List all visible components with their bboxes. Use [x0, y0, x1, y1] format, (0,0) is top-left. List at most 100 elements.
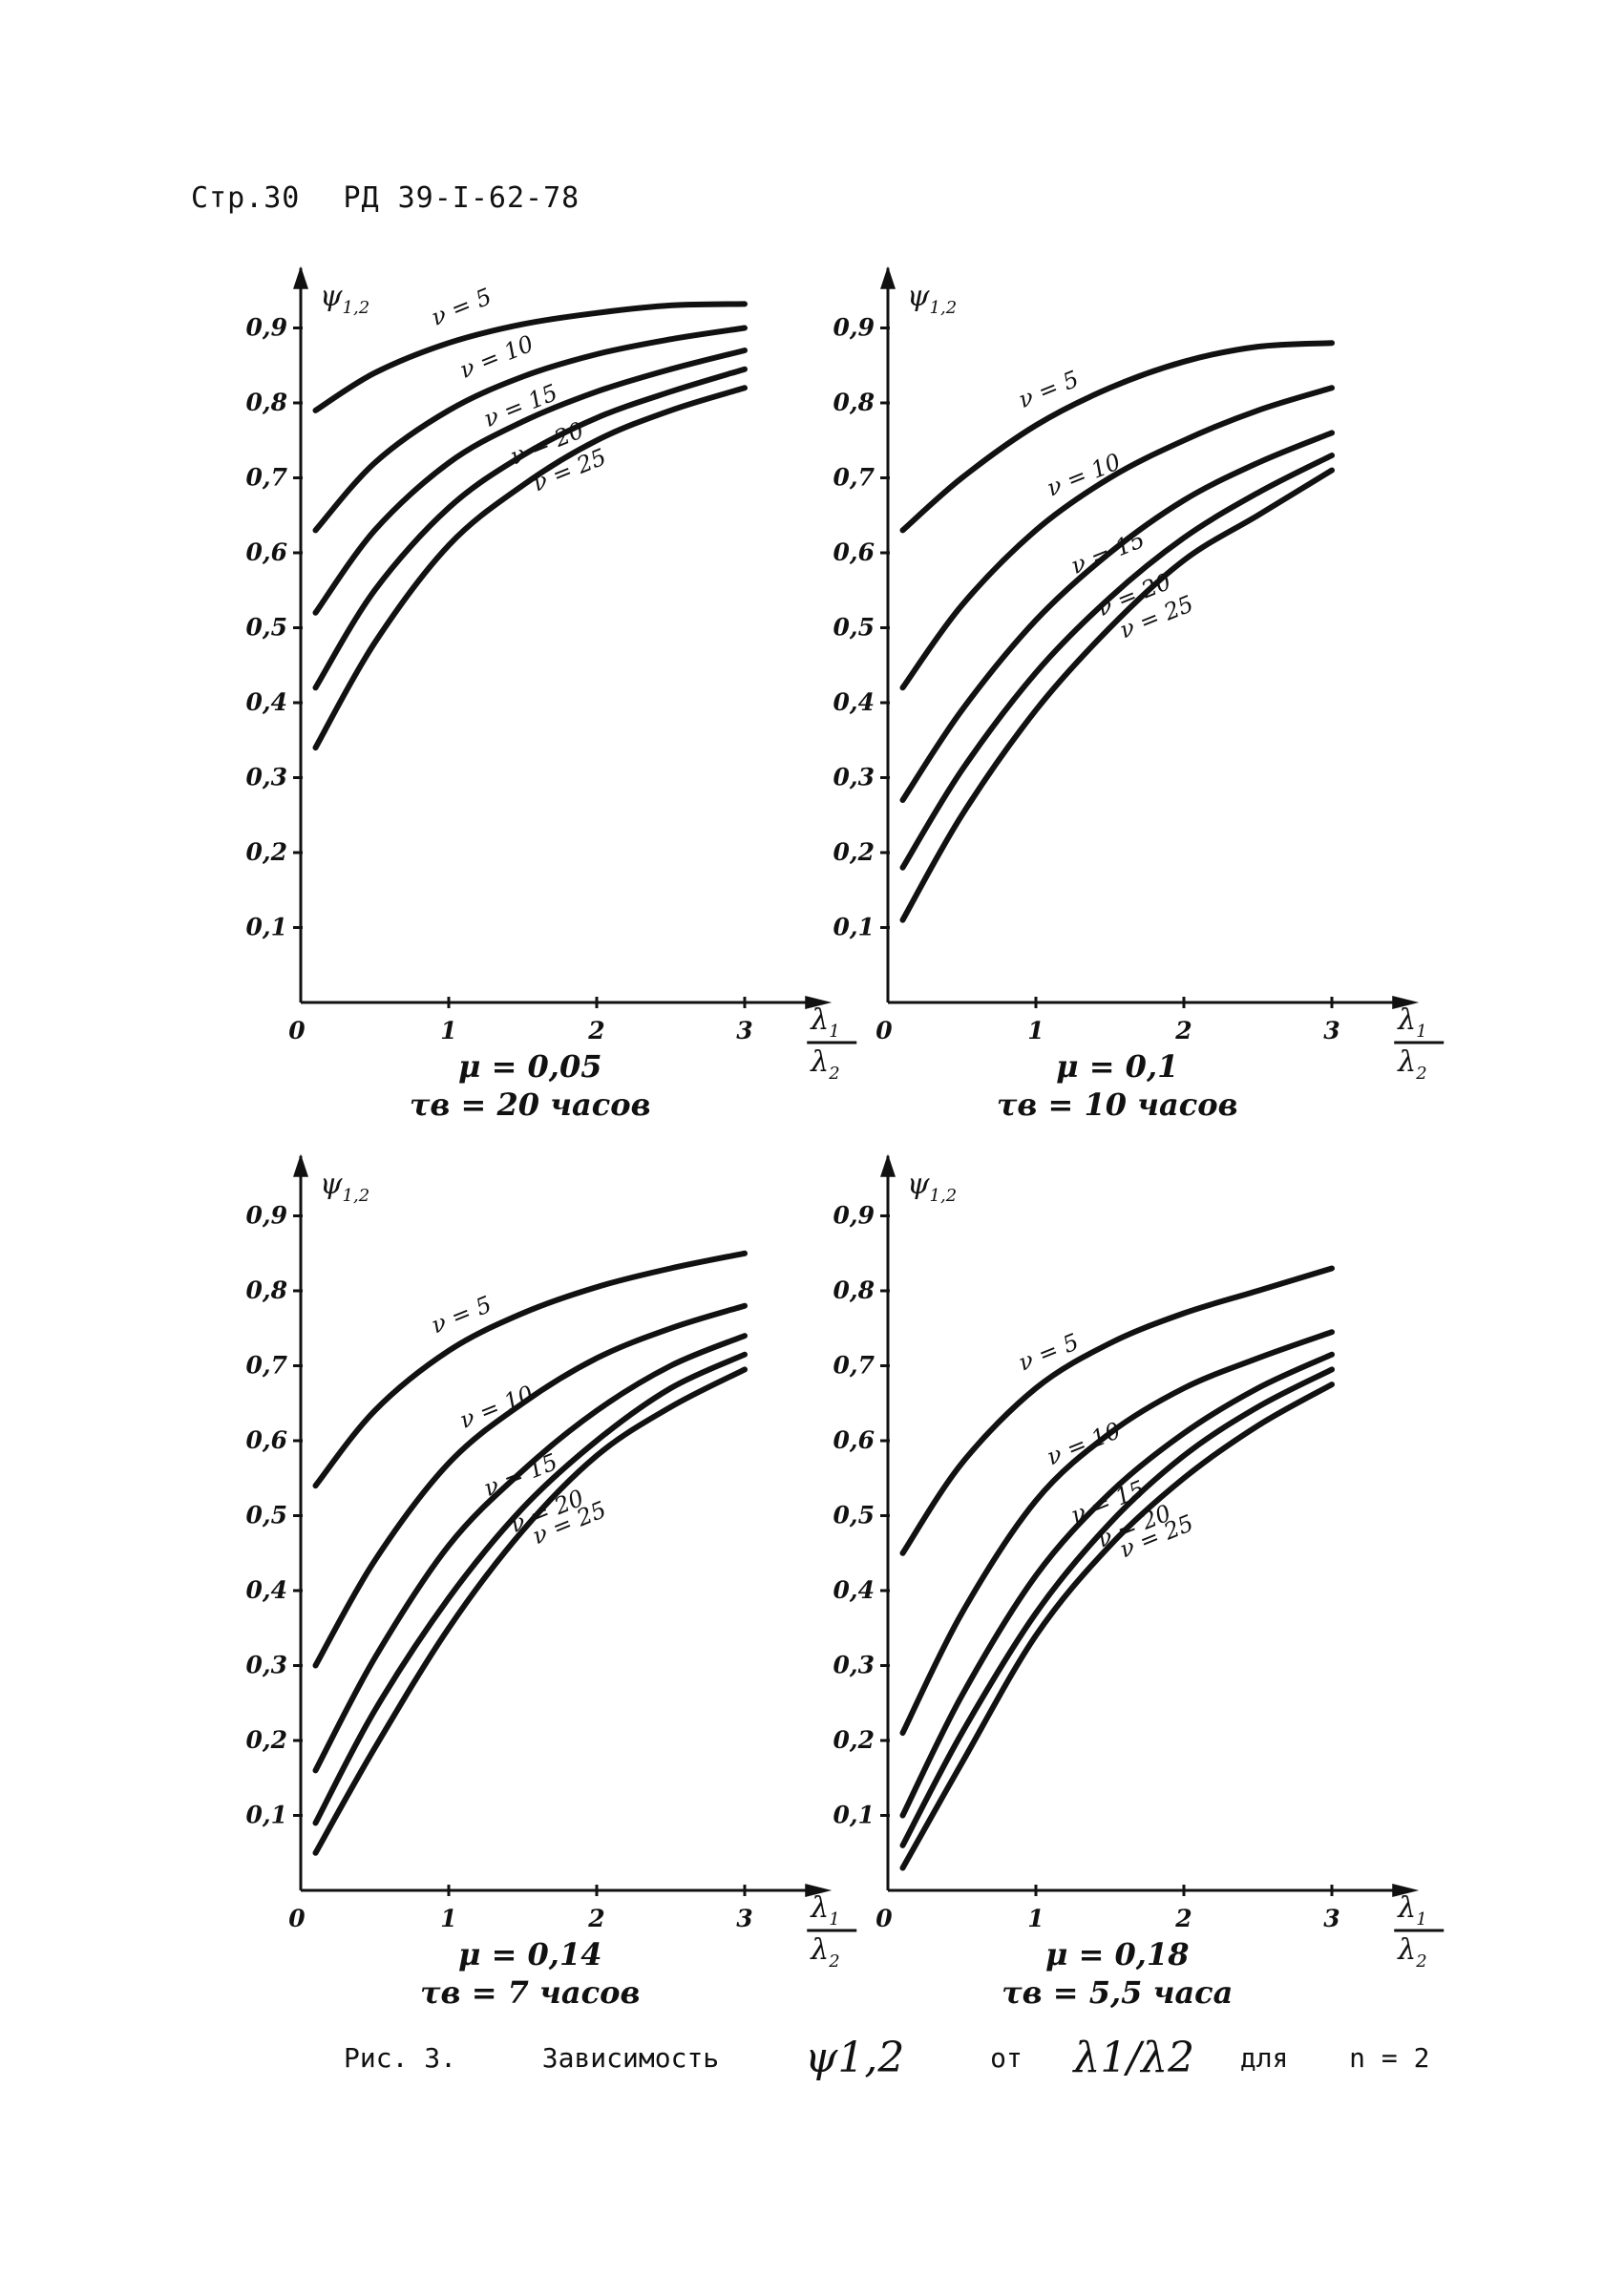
y-tick-label: 0,7	[833, 1352, 875, 1380]
x-tick-label: 0	[875, 1905, 893, 1932]
document-code: РД 39-I-62-78	[343, 181, 580, 215]
y-tick-label: 0,8	[833, 1276, 875, 1304]
y-tick-label: 0,9	[246, 314, 288, 342]
y-tick-label: 0,5	[833, 1502, 875, 1529]
chart-param-2: τв = 10 часов	[997, 1086, 1238, 1123]
y-tick-label: 0,3	[246, 1652, 288, 1679]
chart-mu-014: 0,10,20,30,40,50,60,70,80,90 1 2 3ψ1,2λ1λ2ν…	[246, 1153, 857, 2011]
y-tick-label: 0,5	[833, 614, 875, 642]
y-tick-label: 0,6	[246, 1426, 288, 1454]
y-axis-label: ψ1,2	[907, 1168, 957, 1206]
x-axis-label-denominator: λ2	[1397, 1933, 1426, 1972]
x-tick-label: 3	[736, 1017, 752, 1044]
x-axis-arrow	[1392, 996, 1420, 1009]
x-tick-label: 0	[288, 1017, 306, 1044]
y-tick-label: 0,5	[246, 1502, 288, 1529]
y-axis-arrow	[880, 265, 896, 289]
chart-mu-01: 0,10,20,30,40,50,60,70,80,90 1 2 3ψ1,2λ1λ2ν…	[833, 265, 1445, 1123]
series-line-4	[312, 1351, 748, 1826]
x-tick-label: 2	[1174, 1905, 1192, 1932]
y-tick-label: 0,4	[246, 688, 288, 716]
y-tick-label: 0,2	[833, 838, 875, 866]
y-tick-label: 0,6	[833, 1426, 875, 1454]
x-axis-arrow	[805, 996, 833, 1009]
y-tick-label: 0,4	[833, 1576, 875, 1604]
x-tick-label: 1	[1027, 1905, 1044, 1932]
y-axis-arrow	[880, 1153, 896, 1177]
y-tick-label: 0,6	[833, 538, 875, 566]
series-line-4	[312, 366, 748, 691]
x-tick-label: 2	[587, 1905, 604, 1932]
x-tick-label: 2	[1174, 1017, 1192, 1044]
caption-prefix: Рис. 3.	[344, 2042, 457, 2074]
y-tick-label: 0,9	[833, 314, 875, 342]
caption-word-dependence: Зависимость	[541, 2042, 720, 2074]
caption-word-from: от	[990, 2042, 1023, 2074]
y-axis-label: ψ1,2	[907, 280, 957, 318]
series-line-1	[899, 1265, 1335, 1556]
series-line-2	[312, 325, 748, 534]
x-tick-label: 3	[1323, 1017, 1339, 1044]
series-line-5	[899, 467, 1335, 923]
series-line-3	[312, 348, 748, 616]
chart-param-2: τв = 7 часов	[420, 1974, 641, 2011]
series-line-1	[312, 301, 748, 413]
x-axis-label-denominator: λ2	[810, 1933, 839, 1972]
y-tick-label: 0,2	[246, 1726, 288, 1754]
y-axis-arrow	[293, 1153, 308, 1177]
page-header: Стр.30 РД 39-I-62-78	[191, 181, 604, 215]
series-line-1	[312, 1250, 748, 1489]
series-label-1: ν = 5	[428, 283, 496, 330]
x-tick-label: 2	[587, 1017, 604, 1044]
y-tick-label: 0,1	[833, 914, 875, 941]
y-tick-label: 0,4	[246, 1576, 288, 1604]
y-tick-label: 0,9	[246, 1202, 288, 1230]
y-tick-label: 0,3	[833, 764, 875, 791]
y-tick-label: 0,8	[246, 389, 288, 416]
x-axis-label-numerator: λ1	[1397, 1891, 1426, 1930]
x-tick-label: 1	[440, 1017, 456, 1044]
x-axis-label-denominator: λ2	[1397, 1045, 1426, 1084]
caption-n-value: n = 2	[1349, 2042, 1430, 2074]
y-tick-label: 0,2	[833, 1726, 875, 1754]
chart-param-2: τв = 5,5 часа	[1002, 1974, 1233, 2011]
x-tick-label: 0	[288, 1905, 306, 1932]
x-axis-label-numerator: λ1	[810, 1003, 839, 1042]
x-axis-label-numerator: λ1	[1397, 1003, 1426, 1042]
caption-psi: ψ1,2	[804, 2034, 905, 2082]
y-tick-label: 0,7	[246, 1352, 288, 1380]
chart-mu-005: 0,10,20,30,40,50,60,70,80,90 1 2 3ψ1,2λ1λ2ν…	[246, 265, 857, 1123]
series-line-3	[899, 430, 1335, 803]
y-axis-arrow	[293, 265, 308, 289]
page-number: Стр.30	[191, 181, 301, 215]
series-line-5	[899, 1382, 1335, 1871]
y-tick-label: 0,8	[833, 389, 875, 416]
y-tick-label: 0,2	[246, 838, 288, 866]
series-line-3	[312, 1333, 748, 1774]
series-line-5	[312, 385, 748, 751]
x-tick-label: 3	[1323, 1905, 1339, 1932]
x-tick-label: 3	[736, 1905, 752, 1932]
chart-param-1: μ = 0,1	[1056, 1048, 1178, 1085]
series-label-2: ν = 10	[456, 1381, 538, 1434]
series-line-5	[312, 1366, 748, 1856]
figure-caption: Рис. 3. Зависимость ψ1,2 от λ1/λ2 для n …	[344, 2034, 1429, 2082]
y-tick-label: 0,7	[833, 464, 875, 492]
chart-param-2: τв = 20 часов	[410, 1086, 651, 1123]
y-tick-label: 0,1	[246, 1802, 288, 1829]
y-axis-label: ψ1,2	[320, 280, 369, 318]
y-tick-label: 0,3	[246, 764, 288, 791]
x-axis-arrow	[1392, 1884, 1420, 1897]
y-tick-label: 0,8	[246, 1276, 288, 1304]
chart-param-1: μ = 0,14	[458, 1936, 601, 1972]
series-line-1	[899, 340, 1335, 534]
y-tick-label: 0,9	[833, 1202, 875, 1230]
y-tick-label: 0,6	[246, 538, 288, 566]
x-axis-arrow	[805, 1884, 833, 1897]
y-tick-label: 0,4	[833, 688, 875, 716]
series-line-4	[899, 1366, 1335, 1848]
y-tick-label: 0,1	[833, 1802, 875, 1829]
series-line-2	[312, 1302, 748, 1669]
series-line-3	[899, 1351, 1335, 1819]
